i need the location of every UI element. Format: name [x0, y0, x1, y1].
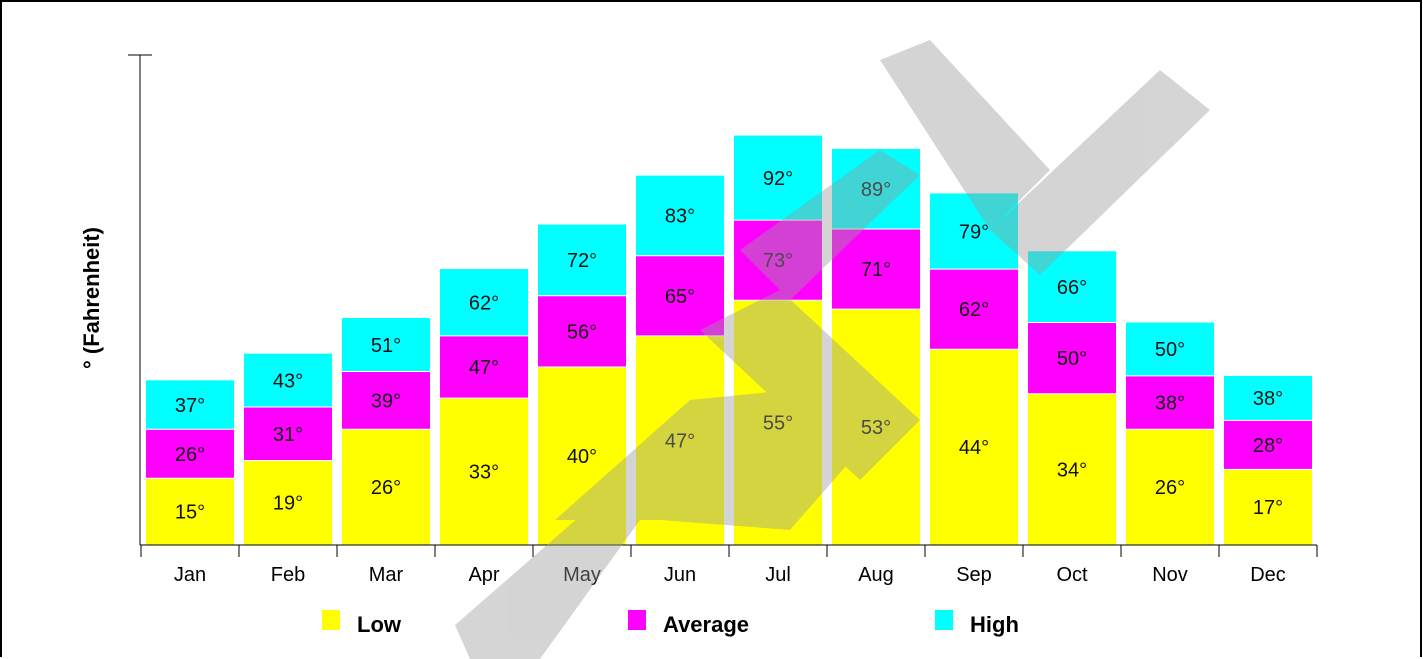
data-label-high-sep: 79° — [959, 221, 989, 243]
bar-average-nov — [1126, 375, 1214, 430]
bar-low-oct — [1028, 393, 1116, 545]
bar-average-may — [538, 295, 626, 367]
watermark — [455, 40, 1210, 659]
bar-high-may — [538, 224, 626, 296]
bar-low-may — [538, 367, 626, 545]
bars-group: 15° 26° 37° 19° 31° 43° 26° 39° 51° 33° 47° 62° 40° 5… — [146, 135, 1312, 545]
bar-low-mar — [342, 429, 430, 545]
legend-label-average: Average — [663, 612, 749, 637]
data-label-low-dec: 17° — [1253, 497, 1283, 519]
data-label-high-dec: 38° — [1253, 388, 1283, 410]
bar-high-sep — [930, 193, 1018, 270]
data-label-high-may: 72° — [567, 250, 597, 272]
data-label-low-may: 40° — [567, 446, 597, 468]
data-label-average-apr: 47° — [469, 357, 499, 379]
data-label-average-jul: 73° — [763, 250, 793, 272]
legend-swatch-high — [935, 610, 953, 630]
x-tick-label-dec: Dec — [1250, 564, 1286, 586]
legend-label-low: Low — [357, 612, 402, 637]
bar-average-jan — [146, 429, 234, 479]
bar-high-feb — [244, 353, 332, 408]
data-label-average-jan: 26° — [175, 444, 205, 466]
bar-low-jan — [146, 478, 234, 545]
bar-average-jun — [636, 255, 724, 336]
bar-average-oct — [1028, 322, 1116, 394]
data-label-average-oct: 50° — [1057, 348, 1087, 370]
data-label-high-aug: 89° — [861, 179, 891, 201]
bar-low-feb — [244, 460, 332, 545]
data-label-low-apr: 33° — [469, 462, 499, 484]
data-label-low-feb: 19° — [273, 493, 303, 515]
bar-high-mar — [342, 318, 430, 372]
data-label-average-aug: 71° — [861, 259, 891, 281]
bar-low-aug — [832, 309, 920, 545]
data-label-average-dec: 28° — [1253, 435, 1283, 457]
bar-high-jun — [636, 175, 724, 256]
data-label-low-sep: 44° — [959, 437, 989, 459]
bar-high-apr — [440, 269, 528, 336]
data-label-high-oct: 66° — [1057, 277, 1087, 299]
bar-high-dec — [1224, 375, 1312, 421]
bar-average-apr — [440, 335, 528, 399]
x-tick-label-apr: Apr — [468, 564, 499, 586]
x-tick-label-aug: Aug — [858, 564, 894, 586]
bar-high-nov — [1126, 322, 1214, 376]
legend: Low Average High — [322, 610, 1019, 637]
legend-swatch-average — [628, 610, 646, 630]
x-tick-label-nov: Nov — [1152, 564, 1188, 586]
data-label-high-nov: 50° — [1155, 339, 1185, 361]
bar-average-sep — [930, 269, 1018, 350]
bar-low-apr — [440, 398, 528, 545]
x-tick-label-mar: Mar — [369, 564, 404, 586]
data-label-average-sep: 62° — [959, 299, 989, 321]
data-label-low-nov: 26° — [1155, 477, 1185, 499]
data-label-high-jul: 92° — [763, 168, 793, 190]
x-tick-label-sep: Sep — [956, 564, 992, 586]
x-tick-label-may: May — [563, 564, 601, 586]
bar-high-aug — [832, 148, 920, 230]
axes-group — [128, 54, 1318, 557]
bar-low-sep — [930, 349, 1018, 545]
x-tick-label-jan: Jan — [174, 564, 206, 586]
bar-low-nov — [1126, 429, 1214, 545]
data-label-average-jun: 65° — [665, 286, 695, 308]
bar-low-dec — [1224, 469, 1312, 545]
data-label-low-jun: 47° — [665, 430, 695, 452]
bar-low-jul — [734, 300, 822, 545]
y-axis-label: ° (Fahrenheit) — [79, 227, 104, 369]
bar-average-jul — [734, 220, 822, 301]
bar-low-jun — [636, 335, 724, 545]
bar-high-jul — [734, 135, 822, 221]
x-tick-labels: Jan Feb Mar Apr May Jun Jul Aug Sep Oct Nov Dec — [174, 564, 1286, 586]
x-tick-label-oct: Oct — [1056, 564, 1088, 586]
data-label-low-jan: 15° — [175, 502, 205, 524]
data-label-low-jul: 55° — [763, 413, 793, 435]
x-tick-label-feb: Feb — [271, 564, 305, 586]
data-label-low-oct: 34° — [1057, 459, 1087, 481]
legend-label-high: High — [970, 612, 1019, 637]
data-label-high-feb: 43° — [273, 370, 303, 392]
legend-swatch-low — [322, 610, 340, 630]
data-label-high-jan: 37° — [175, 395, 205, 417]
data-label-high-apr: 62° — [469, 292, 499, 314]
bar-average-mar — [342, 371, 430, 430]
x-tick-label-jun: Jun — [664, 564, 696, 586]
data-label-average-feb: 31° — [273, 424, 303, 446]
data-label-average-nov: 38° — [1155, 393, 1185, 415]
data-label-high-mar: 51° — [371, 335, 401, 357]
bar-high-jan — [146, 380, 234, 430]
bar-average-feb — [244, 407, 332, 461]
data-label-low-mar: 26° — [371, 477, 401, 499]
bar-high-oct — [1028, 251, 1116, 323]
bar-average-aug — [832, 229, 920, 310]
data-label-average-may: 56° — [567, 321, 597, 343]
data-label-high-jun: 83° — [665, 206, 695, 228]
data-label-low-aug: 53° — [861, 417, 891, 439]
x-tick-label-jul: Jul — [765, 564, 791, 586]
data-label-average-mar: 39° — [371, 390, 401, 412]
bar-average-dec — [1224, 420, 1312, 470]
